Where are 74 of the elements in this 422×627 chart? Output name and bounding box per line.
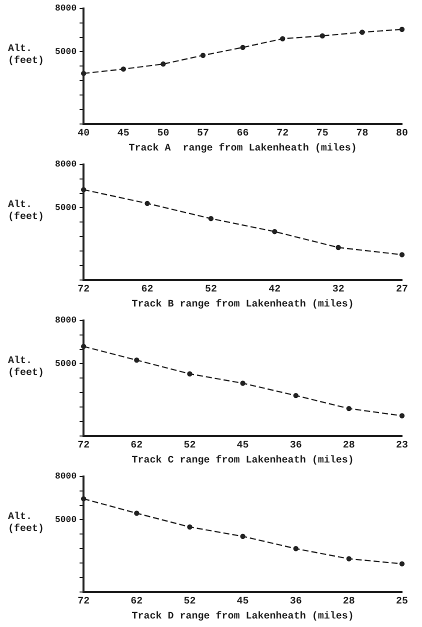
x-tick-label: 50 [157,128,170,140]
point [134,358,140,363]
point [293,546,298,552]
point [160,61,166,67]
x-tick-label: 45 [117,128,130,140]
point [320,33,325,38]
point [208,216,214,222]
point [200,52,206,58]
x-tick-label: 62 [130,596,143,608]
y-tick-label: 5000 [54,203,77,214]
x-tick-label: 45 [236,440,249,452]
x-axis-title: Track D range from Lakenheath (miles) [132,610,354,623]
y-axis-title: Alt. (feet) [8,199,44,224]
x-tick-label: 40 [78,128,90,140]
point [81,187,86,192]
point [187,524,192,530]
point [81,344,86,350]
x-tick-label: 62 [141,284,154,296]
point [272,228,278,234]
point [346,406,352,412]
y-tick-label: 8000 [54,4,77,14]
x-tick-label: 66 [236,128,249,140]
x-tick-label: 72 [78,284,90,296]
point [240,380,246,386]
x-tick-label: 80 [396,128,408,140]
x-tick-label: 23 [396,440,408,452]
x-tick-label: 45 [236,596,249,608]
point [144,200,150,206]
x-tick-label: 42 [268,284,281,296]
point [240,44,246,50]
point [293,392,298,398]
x-tick-label: 72 [276,128,289,140]
x-axis-title: Track A range from Lakenheath (miles) [128,142,357,155]
point [81,496,86,502]
point [187,371,192,376]
y-axis-title: Alt. (feet) [8,355,44,380]
x-tick-label: 78 [356,128,368,140]
x-tick-label: 72 [78,440,90,452]
x-tick-label: 75 [316,128,328,140]
x-tick-label: 52 [204,284,217,296]
point [81,70,86,76]
x-tick-label: 52 [184,596,196,608]
point [360,30,365,35]
x-tick-label: 36 [290,440,302,452]
y-tick-label: 5000 [54,515,77,526]
point [336,244,341,250]
y-tick-label: 5000 [54,47,77,58]
point [134,510,140,516]
x-tick-label: 32 [332,284,344,296]
x-tick-label: 27 [396,284,408,296]
y-tick-label: 5000 [54,359,77,370]
y-tick-label: 8000 [54,160,77,170]
y-tick-label: 8000 [54,316,77,326]
point [346,556,352,562]
x-tick-label: 57 [196,128,210,140]
x-tick-label: 72 [78,596,90,608]
point [399,413,405,418]
point [280,36,286,42]
x-tick-label: 62 [130,440,143,452]
x-tick-label: 28 [342,440,355,452]
x-axis-title: Track C range from Lakenheath (miles) [132,454,354,467]
point [120,66,126,72]
point [240,534,246,539]
x-axis-title: Track B range from Lakenheath (miles) [132,298,354,311]
point [399,26,405,32]
x-tick-label: 36 [290,596,302,608]
point [399,561,405,566]
x-tick-label: 25 [396,596,408,608]
y-tick-label: 8000 [54,472,77,482]
point [399,252,405,258]
x-tick-label: 52 [184,440,196,452]
y-axis-title: Alt. (feet) [8,511,44,536]
y-axis-title: Alt. (feet) [8,43,44,68]
x-tick-label: 28 [342,596,355,608]
